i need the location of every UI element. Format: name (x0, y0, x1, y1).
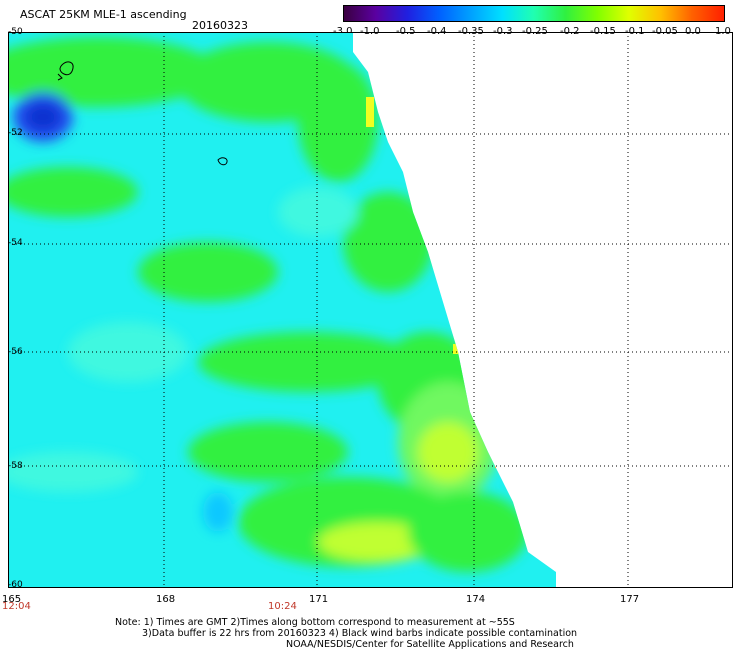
patch (418, 422, 478, 482)
swath-data (8, 32, 556, 588)
lon-label: 177 (620, 594, 640, 605)
gridlines (8, 32, 733, 588)
cb-label: -0.05 (652, 26, 678, 37)
patch (408, 492, 528, 572)
lat-label: -54 (8, 238, 23, 248)
hot-pixel (453, 344, 461, 354)
patch (25, 103, 61, 131)
patch (298, 62, 378, 182)
patch (278, 187, 358, 237)
wind-map (8, 32, 733, 588)
hot-pixel (366, 97, 374, 127)
color-scale-labels: -3.0 -1.0 -0.5 -0.4 -0.35 -0.3 -0.25 -0.… (330, 26, 731, 38)
patch (8, 167, 138, 217)
lat-label: -60 (8, 580, 23, 590)
cb-label: -0.1 (625, 26, 645, 37)
color-scale-bar (343, 5, 725, 22)
cb-label: -0.3 (493, 26, 513, 37)
map-date: 20160323 (192, 19, 248, 32)
cb-label: -0.4 (427, 26, 447, 37)
island-outline (217, 157, 228, 166)
lon-label: 171 (309, 594, 329, 605)
patch (198, 332, 418, 392)
cb-label: 0.0 (685, 26, 701, 37)
color-scale-fill (344, 6, 724, 21)
cb-label: -0.2 (560, 26, 580, 37)
patch (8, 452, 138, 492)
island-outline (57, 73, 63, 81)
note-line: 3)Data buffer is 22 hrs from 20160323 4)… (142, 628, 578, 639)
hot-pixel (495, 460, 503, 468)
patch (8, 37, 218, 107)
cb-label: -0.15 (590, 26, 616, 37)
lon-label: 168 (156, 594, 176, 605)
map-title: ASCAT 25KM MLE-1 ascending (20, 8, 187, 21)
lat-label: -52 (8, 128, 23, 138)
lon-label: 174 (466, 594, 486, 605)
color-scale-gradient (344, 6, 724, 21)
lat-label: -56 (8, 347, 23, 357)
lon-label: 165 (2, 594, 22, 605)
cb-label: -0.25 (522, 26, 548, 37)
cb-label: -0.5 (396, 26, 416, 37)
cb-label: -1.0 (360, 26, 380, 37)
time-label: 12:04 (2, 601, 31, 612)
patch (138, 242, 278, 302)
patch (343, 192, 433, 292)
cb-label: -3.0 (333, 26, 353, 37)
patch (188, 422, 348, 482)
map-frame (8, 32, 733, 588)
lat-label: -50 (8, 27, 23, 37)
cb-label: 1.0 (715, 26, 731, 37)
note-line: Note: 1) Times are GMT 2)Times along bot… (115, 617, 515, 628)
swath-patches (8, 37, 528, 572)
island-outline (59, 61, 74, 76)
patch (203, 492, 233, 532)
time-label: 10:24 (268, 601, 297, 612)
lat-label: -58 (8, 461, 23, 471)
cb-label: -0.35 (458, 26, 484, 37)
note-line: NOAA/NESDIS/Center for Satellite Applica… (286, 639, 574, 650)
hot-pixel (478, 412, 486, 422)
